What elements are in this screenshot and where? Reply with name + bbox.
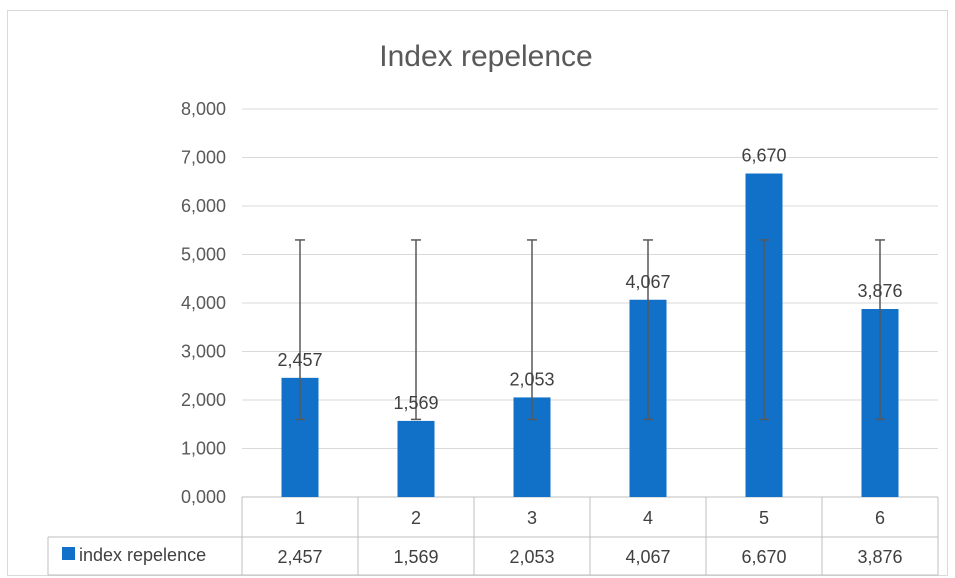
error-bars	[295, 239, 885, 421]
x-category-label: 6	[875, 508, 885, 528]
x-category-label: 5	[759, 508, 769, 528]
table-value: 1,569	[393, 547, 438, 567]
y-tick-label: 3,000	[181, 342, 226, 362]
x-category-label: 4	[643, 508, 653, 528]
data-label: 2,457	[277, 350, 322, 370]
table-value: 2,457	[277, 547, 322, 567]
x-category-label: 2	[411, 508, 421, 528]
x-category-label: 3	[527, 508, 537, 528]
chart-title: Index repelence	[379, 40, 593, 73]
data-label: 4,067	[625, 272, 670, 292]
data-label: 2,053	[509, 369, 554, 389]
y-axis-ticks: 0,000 1,000 2,000 3,000 4,000 5,000 6,000 7,000…	[181, 99, 226, 507]
bars	[281, 173, 899, 497]
table-value: 4,067	[625, 547, 670, 567]
bar	[397, 420, 435, 497]
y-tick-label: 6,000	[181, 196, 226, 216]
y-tick-label: 2,000	[181, 390, 226, 410]
y-tick-label: 5,000	[181, 245, 226, 265]
chart-frame	[7, 10, 948, 576]
data-table: 1 2,457 2 1,569 3 2,053 4 4,067 5 6,670 6 3,876 inde…	[47, 497, 939, 576]
data-labels: 2,457 1,569 2,053 4,067 6,670 3,876	[277, 146, 902, 413]
legend-label: index repelence	[79, 545, 206, 565]
gridlines	[242, 108, 938, 498]
x-category-label: 1	[295, 508, 305, 528]
data-label: 6,670	[741, 146, 786, 166]
y-tick-label: 0,000	[181, 487, 226, 507]
y-tick-label: 4,000	[181, 293, 226, 313]
table-value: 2,053	[509, 547, 554, 567]
data-label: 3,876	[857, 281, 902, 301]
table-value: 3,876	[857, 547, 902, 567]
y-tick-label: 1,000	[181, 439, 226, 459]
legend-swatch	[62, 547, 75, 560]
y-tick-label: 8,000	[181, 99, 226, 119]
table-value: 6,670	[741, 547, 786, 567]
data-label: 1,569	[393, 393, 438, 413]
y-tick-label: 7,000	[181, 148, 226, 168]
